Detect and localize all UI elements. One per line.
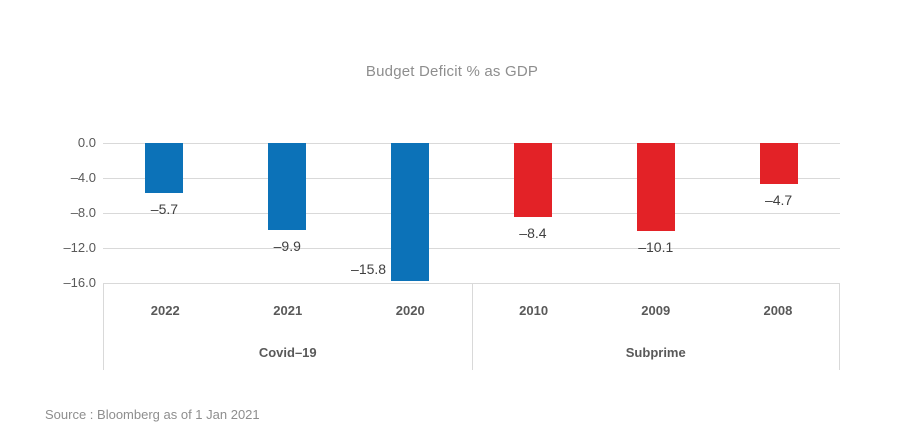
bar-2010: [513, 143, 552, 217]
y-tick-label: –12.0: [63, 240, 96, 255]
group-label: Subprime: [625, 345, 686, 360]
y-tick-label: 0.0: [77, 135, 96, 150]
years-row: 2022 2021 2020: [104, 303, 472, 318]
years-row: 2010 2009 2008: [473, 303, 840, 318]
axis-group-cell: 2022 2021 2020 Covid–19: [103, 283, 472, 370]
value-label-2009: –10.1: [638, 239, 674, 256]
source-note: Source : Bloomberg as of 1 Jan 2021: [45, 407, 260, 422]
year-label-2022: 2022: [150, 303, 180, 318]
gridline: [103, 143, 840, 144]
y-tick-label: –16.0: [63, 275, 96, 290]
bar-2020: [391, 143, 430, 282]
axis-group-cell: 2010 2009 2008 Subprime: [471, 283, 840, 370]
gridline: [103, 248, 840, 249]
gridline: [103, 178, 840, 179]
value-label-2020: –15.8: [351, 261, 387, 278]
year-label-2010: 2010: [519, 303, 549, 318]
year-label-2021: 2021: [273, 303, 303, 318]
y-axis: 0.0 –4.0 –8.0 –12.0 –16.0: [40, 0, 96, 444]
bar-2009: [636, 143, 675, 232]
year-label-2009: 2009: [641, 303, 671, 318]
value-label-2008: –4.7: [764, 192, 793, 209]
gridline: [103, 213, 840, 214]
chart-title: Budget Deficit % as GDP: [365, 63, 539, 80]
value-label-2010: –8.4: [519, 224, 547, 241]
value-label-2022: –5.7: [150, 200, 179, 217]
value-label-2021: –9.9: [273, 237, 301, 254]
bar-2022: [145, 143, 184, 193]
y-tick-label: –4.0: [70, 170, 96, 185]
y-tick-label: –8.0: [70, 205, 96, 220]
year-label-2008: 2008: [763, 303, 793, 318]
x-axis: 2022 2021 2020 Covid–19 2010 2009 2008 Subprime: [103, 283, 840, 370]
bar-2008: [759, 143, 798, 185]
plot-area: –5.7 –9.9 –15.8 –8.4 –10.1 –4.7: [103, 143, 840, 284]
year-label-2020: 2020: [395, 303, 425, 318]
bar-2021: [268, 143, 307, 230]
group-label: Covid–19: [258, 345, 317, 360]
